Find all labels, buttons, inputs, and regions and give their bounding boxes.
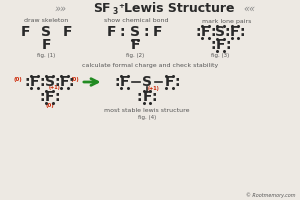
Text: :: : <box>54 90 60 104</box>
Text: :: : <box>225 38 231 52</box>
Text: F: F <box>60 75 69 89</box>
Text: F: F <box>130 38 140 52</box>
Text: :: : <box>137 90 142 104</box>
Text: F: F <box>216 38 225 52</box>
Text: :: : <box>210 25 216 39</box>
Text: F: F <box>63 25 72 39</box>
Text: S: S <box>44 75 55 89</box>
Text: S: S <box>215 25 226 39</box>
Text: show chemical bond: show chemical bond <box>104 19 169 23</box>
Text: F: F <box>165 75 174 89</box>
Text: :: : <box>54 75 60 89</box>
Text: :: : <box>39 75 45 89</box>
Text: (0): (0) <box>45 102 54 108</box>
Text: :: : <box>239 25 245 39</box>
Text: :: : <box>225 25 230 39</box>
Text: F: F <box>120 75 129 89</box>
Text: :: : <box>210 38 216 52</box>
Text: :: : <box>175 75 180 89</box>
Text: :: : <box>144 25 149 39</box>
Text: F: F <box>142 90 152 104</box>
Text: (0): (0) <box>70 77 79 82</box>
Text: F: F <box>201 25 210 39</box>
Text: mark lone pairs: mark lone pairs <box>202 19 251 23</box>
Text: :: : <box>195 25 201 39</box>
Text: most stable lewis structure: most stable lewis structure <box>104 108 190 114</box>
Text: S: S <box>142 75 152 89</box>
Text: F: F <box>45 90 54 104</box>
Text: calculate formal charge and check stability: calculate formal charge and check stabil… <box>82 64 218 68</box>
Text: fig. (1): fig. (1) <box>38 53 56 58</box>
Text: fig. (4): fig. (4) <box>138 114 156 119</box>
Text: (+1): (+1) <box>49 85 61 90</box>
Text: S: S <box>41 25 52 39</box>
Text: F: F <box>30 75 39 89</box>
Text: ««: «« <box>243 4 255 14</box>
Text: :: : <box>69 75 74 89</box>
Text: F: F <box>106 25 116 39</box>
Text: :: : <box>120 25 125 39</box>
Text: :: : <box>39 90 45 104</box>
Text: S: S <box>130 25 140 39</box>
Text: draw skeleton: draw skeleton <box>24 19 69 23</box>
Text: (0): (0) <box>14 77 22 82</box>
Text: F: F <box>153 25 163 39</box>
Text: F: F <box>21 25 30 39</box>
Text: :: : <box>152 90 157 104</box>
Text: fig. (2): fig. (2) <box>126 53 144 58</box>
Text: :: : <box>24 75 30 89</box>
Text: fig. (3): fig. (3) <box>212 53 230 58</box>
Text: 3: 3 <box>112 7 118 17</box>
Text: © Rootmemory.com: © Rootmemory.com <box>246 192 296 198</box>
Text: F: F <box>42 38 51 52</box>
Text: Lewis Structure: Lewis Structure <box>124 2 235 16</box>
Text: SF: SF <box>94 2 111 16</box>
Text: (+1): (+1) <box>147 86 159 90</box>
Text: +: + <box>118 3 124 9</box>
Text: :: : <box>114 75 120 89</box>
Text: »»: »» <box>54 4 66 14</box>
Text: F: F <box>230 25 240 39</box>
